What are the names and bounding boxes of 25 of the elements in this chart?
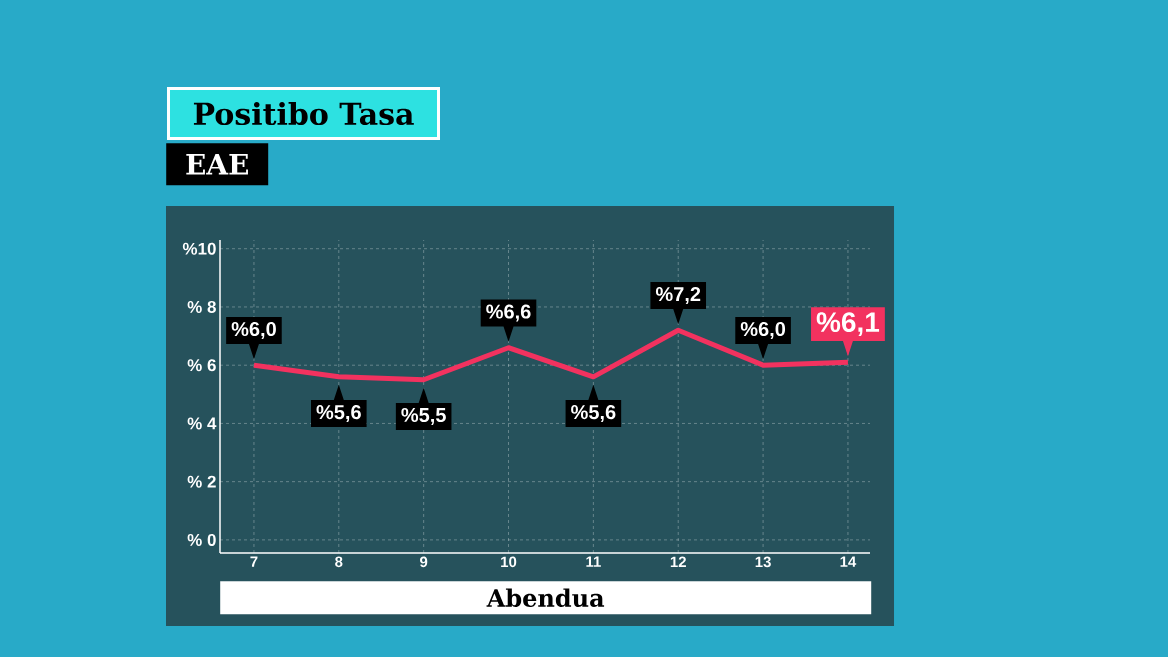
data-label: %5,5 — [401, 407, 446, 425]
data-label: %5,6 — [316, 405, 361, 423]
y-tick-label: % 0 — [187, 533, 216, 546]
x-tick-label: 12 — [670, 556, 686, 568]
data-label: %7,2 — [655, 287, 701, 305]
x-tick-label: 9 — [420, 556, 428, 568]
data-label: %6,6 — [486, 304, 531, 322]
y-tick-label: %10 — [182, 242, 216, 255]
x-tick-label: 10 — [501, 556, 517, 568]
y-tick-label: % 6 — [187, 359, 216, 372]
data-label: %5,6 — [571, 405, 616, 423]
y-tick-label: % 2 — [187, 475, 216, 488]
chart-title: Positibo Tasa — [193, 101, 414, 126]
x-tick-label: 14 — [840, 556, 857, 567]
x-tick-label: 13 — [755, 556, 771, 568]
y-tick-label: % 8 — [187, 300, 216, 313]
x-tick-label: 8 — [335, 556, 343, 568]
x-tick-label: 11 — [586, 556, 601, 567]
data-label: %6,1 — [816, 312, 880, 337]
data-label: %6,0 — [740, 321, 786, 339]
x-axis-title: Abendua — [486, 588, 605, 607]
x-tick-label: 7 — [250, 556, 258, 567]
data-label: %6,0 — [231, 321, 276, 339]
y-tick-label: % 4 — [187, 417, 217, 430]
chart-subtitle: EAE — [186, 154, 248, 175]
